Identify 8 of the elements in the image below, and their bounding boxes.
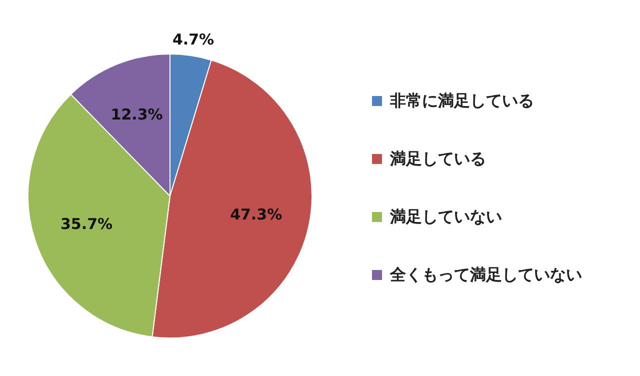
legend-label: 満足している bbox=[389, 149, 486, 168]
data-label: 35.7% bbox=[60, 214, 113, 233]
data-label: 4.7% bbox=[172, 30, 214, 49]
legend-label: 非常に満足している bbox=[389, 91, 534, 110]
data-label: 12.3% bbox=[110, 105, 163, 124]
data-label: 47.3% bbox=[230, 205, 282, 224]
legend-label: 満足していない bbox=[389, 207, 502, 226]
legend-label: 全くもって満足していない bbox=[389, 265, 582, 284]
